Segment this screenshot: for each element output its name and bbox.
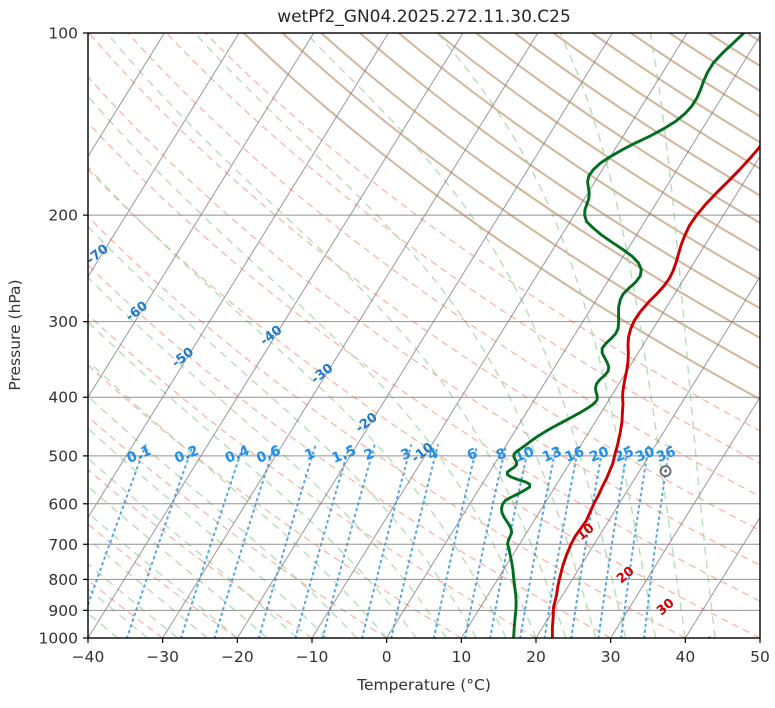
x-axis-label: Temperature (°C) — [356, 676, 491, 694]
x-tick-label: −40 — [72, 648, 105, 666]
y-tick-label: 700 — [48, 536, 78, 554]
page-title: wetPf2_GN04.2025.272.11.30.C25 — [277, 7, 571, 27]
parcel-marker — [659, 465, 672, 478]
mixing-ratio-label: 36 — [654, 444, 678, 466]
y-axis-label: Pressure (hPa) — [6, 279, 24, 390]
y-tick-label: 200 — [48, 207, 78, 225]
isotherm-lines — [88, 33, 760, 638]
y-tick-label: 500 — [48, 447, 78, 465]
x-tick-label: 20 — [526, 648, 546, 666]
moist-adiabat-lines — [88, 33, 716, 638]
mixing-ratio-label: 20 — [587, 444, 611, 466]
y-tick-label: 100 — [48, 25, 78, 43]
mixing-ratio-label: 16 — [563, 444, 587, 466]
mixing-ratio-label: 30 — [633, 444, 657, 466]
x-tick-label: −20 — [221, 648, 254, 666]
profile-temperature — [550, 144, 760, 638]
mixing-ratio-lines — [88, 444, 671, 638]
dry-adiabat-lines — [88, 33, 760, 638]
x-tick-label: 40 — [675, 648, 695, 666]
mixing-ratio-label: 25 — [612, 444, 636, 466]
profile-dewpoint — [500, 33, 746, 638]
mixing-ratio-label: 13 — [540, 444, 564, 466]
y-tick-label: 600 — [48, 495, 78, 513]
y-tick-label: 300 — [48, 313, 78, 331]
x-tick-label: 10 — [451, 648, 471, 666]
x-tick-label: 0 — [382, 648, 392, 666]
sounding-profile-lines — [500, 33, 760, 638]
x-tick-label: −30 — [146, 648, 179, 666]
x-tick-label: 30 — [601, 648, 621, 666]
x-axis-ticks: −40 −30 −20 −10 0 10 20 30 40 50 — [72, 638, 770, 666]
y-tick-label: 800 — [48, 571, 78, 589]
y-tick-label: 400 — [48, 389, 78, 407]
isobar-gridlines — [88, 33, 760, 638]
y-tick-label: 900 — [48, 602, 78, 620]
plot-border — [87, 32, 761, 639]
y-tick-label: 1000 — [39, 630, 78, 648]
y-axis-ticks: 100 200 300 400 500 600 700 800 900 1000 — [39, 25, 88, 648]
x-tick-label: 50 — [750, 648, 770, 666]
x-tick-label: −10 — [296, 648, 329, 666]
dry-adiabat-label: 40 — [696, 634, 720, 657]
